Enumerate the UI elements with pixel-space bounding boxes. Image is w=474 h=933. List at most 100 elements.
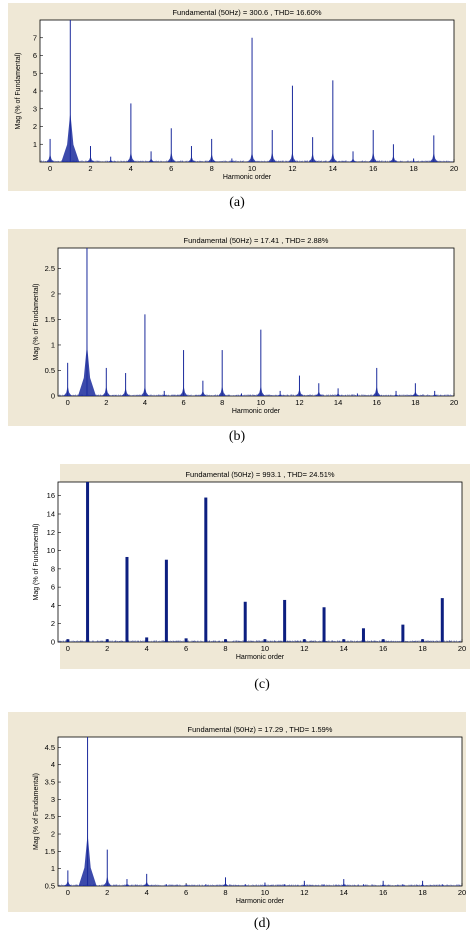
harmonic-skirt-0	[46, 153, 55, 162]
harmonic-bar-9	[243, 601, 247, 642]
harmonic-skirt-4	[126, 152, 135, 162]
y-tick-label: 16	[47, 491, 55, 500]
y-tick-label: 8	[51, 564, 55, 573]
plot-area	[39, 19, 455, 163]
y-tick-label: 1.5	[45, 847, 55, 856]
x-tick-label: 2	[88, 164, 92, 173]
harmonic-skirt-19	[429, 152, 438, 162]
plot-area	[57, 736, 463, 887]
harmonic-skirt-10	[260, 884, 269, 886]
x-tick-label: 0	[48, 164, 52, 173]
harmonic-skirt-19	[438, 885, 447, 886]
figure-caption: (c)	[254, 677, 270, 692]
x-tick-label: 8	[220, 398, 224, 407]
x-tick-label: 4	[145, 888, 149, 897]
x-tick-label: 14	[340, 888, 348, 897]
chart-title: Fundamental (50Hz) = 300.6 , THD= 16.60%	[172, 8, 321, 17]
harmonic-skirt-1	[78, 833, 97, 886]
harmonic-bar-8	[224, 639, 228, 642]
chart-panel-d: Fundamental (50Hz) = 17.29 , THD= 1.59% 0…	[8, 712, 466, 931]
y-axis-label: Mag (% of Fundamental)	[33, 283, 40, 360]
harmonic-bar-5	[164, 559, 168, 642]
y-tick-label: 0	[51, 638, 55, 647]
y-tick-label: 3.5	[45, 778, 55, 787]
y-tick-label: 0.5	[45, 366, 55, 375]
y-tick-label: 2	[51, 619, 55, 628]
harmonic-bars	[66, 482, 444, 642]
x-tick-label: 18	[418, 888, 426, 897]
x-tick-label: 10	[257, 398, 265, 407]
x-tick-label: 2	[105, 888, 109, 897]
harmonic-skirt-16	[379, 884, 388, 886]
harmonic-skirt-9	[227, 160, 236, 162]
y-tick-label: 10	[47, 546, 55, 555]
figure-caption: (a)	[229, 195, 245, 210]
y-axis-ticks: 0.5 1 1.5 2 2.5 3 3.5 4 4.5	[45, 743, 61, 891]
y-tick-label: 4	[33, 87, 37, 96]
harmonic-skirt-15	[359, 885, 368, 886]
y-tick-label: 1	[51, 864, 55, 873]
harmonic-skirt-3	[123, 883, 131, 886]
harmonic-skirt-13	[308, 153, 317, 162]
harmonic-bar-18	[421, 639, 425, 642]
x-tick-label: 8	[223, 888, 227, 897]
harmonic-skirt-14	[339, 883, 348, 886]
y-tick-label: 6	[51, 583, 55, 592]
y-tick-label: 2.5	[45, 812, 55, 821]
harmonic-skirt-6	[182, 885, 191, 886]
x-tick-label: 12	[300, 888, 308, 897]
x-tick-label: 6	[184, 888, 188, 897]
x-tick-label: 18	[411, 398, 419, 407]
harmonic-skirt-3	[121, 388, 130, 396]
x-tick-label: 14	[334, 398, 342, 407]
harmonic-skirt-8	[221, 883, 230, 886]
harmonic-skirt-10	[256, 386, 265, 396]
harmonic-skirt-17	[398, 885, 407, 886]
harmonic-bars	[63, 248, 439, 396]
harmonic-skirt-15	[349, 158, 357, 162]
x-tick-label: 16	[379, 644, 387, 653]
chart-panel-a: Fundamental (50Hz) = 300.6 , THD= 16.60%…	[8, 3, 466, 210]
y-tick-label: 2	[33, 122, 37, 131]
harmonic-skirt-1	[78, 344, 96, 396]
harmonic-skirt-8	[218, 386, 227, 396]
harmonic-bar-12	[302, 639, 306, 642]
harmonic-skirt-5	[162, 885, 171, 886]
x-tick-label: 12	[295, 398, 303, 407]
harmonic-skirt-4	[142, 881, 151, 886]
x-tick-label: 0	[66, 888, 70, 897]
harmonic-skirt-10	[248, 152, 256, 162]
harmonic-skirt-17	[389, 155, 398, 162]
y-tick-label: 7	[33, 33, 37, 42]
harmonic-bar-15	[361, 628, 365, 642]
harmonic-skirt-2	[102, 386, 111, 396]
chart-panel-c: Fundamental (50Hz) = 993.1 , THD= 24.51%…	[33, 464, 470, 692]
harmonic-skirt-12	[288, 152, 297, 162]
harmonic-skirt-0	[63, 386, 72, 396]
x-tick-label: 0	[66, 644, 70, 653]
harmonic-skirt-16	[369, 152, 378, 162]
harmonic-bar-4	[145, 637, 149, 642]
x-tick-label: 16	[373, 398, 381, 407]
x-tick-label: 12	[288, 164, 296, 173]
figure-caption: (d)	[254, 916, 271, 931]
harmonic-bar-14	[342, 639, 346, 642]
x-tick-label: 16	[369, 164, 377, 173]
harmonic-skirt-7	[201, 885, 210, 886]
harmonic-skirt-11	[280, 885, 289, 886]
x-tick-label: 0	[66, 398, 70, 407]
x-tick-label: 6	[169, 164, 173, 173]
harmonic-skirt-19	[430, 394, 439, 396]
noise-floor	[58, 640, 461, 642]
x-tick-label: 6	[181, 398, 185, 407]
x-axis-label: Harmonic order	[236, 654, 285, 661]
chart-title: Fundamental (50Hz) = 17.41 , THD= 2.88%	[184, 236, 329, 245]
harmonic-skirt-9	[237, 395, 246, 396]
harmonic-bar-11	[283, 599, 287, 642]
harmonic-bar-2	[105, 639, 109, 642]
x-tick-label: 4	[143, 398, 147, 407]
harmonic-skirt-12	[300, 884, 309, 886]
chart-title: Fundamental (50Hz) = 993.1 , THD= 24.51%	[185, 470, 334, 479]
harmonic-skirt-13	[320, 885, 328, 886]
